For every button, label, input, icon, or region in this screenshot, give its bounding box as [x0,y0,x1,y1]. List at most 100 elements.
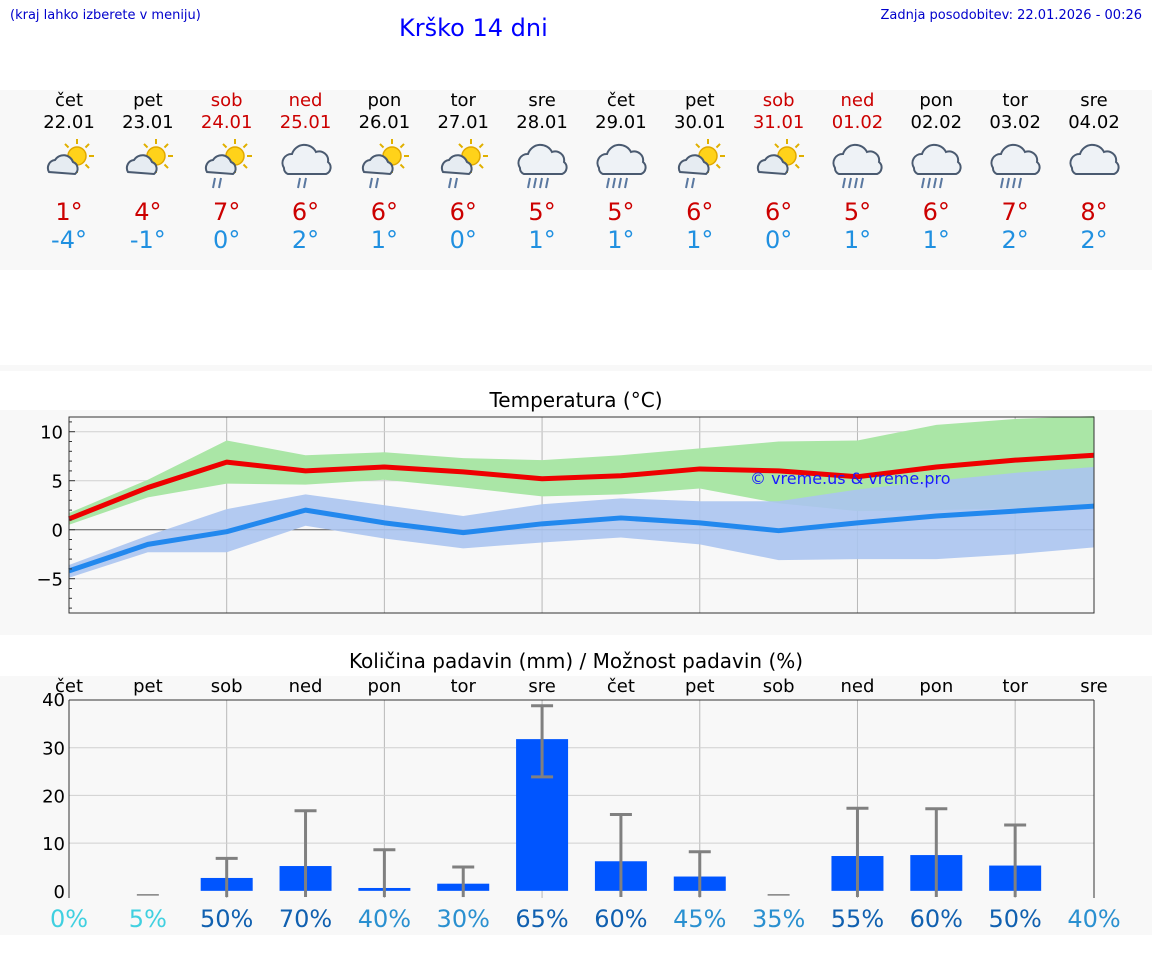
day-date: 01.02 [831,112,884,133]
min-temperature: -1° [129,226,166,254]
y-tick-label: 20 [42,786,65,807]
precip-chance-label: 70% [279,905,332,933]
cloud-icon [204,154,237,176]
precip-chance-label: 30% [437,905,490,933]
max-temperature-line [68,452,1095,522]
day-date: 03.02 [989,112,1041,133]
cloud-icon [281,143,332,175]
x-category-label: sob [211,676,243,697]
cloud-heavy-rain-icon [989,138,1041,194]
location-menu-hint: (kraj lahko izberete v meniju) [10,8,201,23]
day-name: pon [367,90,402,111]
x-category-label: pet [133,676,163,697]
partly-cloudy-icon [753,138,805,194]
cloud-icon [756,154,789,176]
min-temperature: 1° [528,226,556,254]
last-updated-timestamp: Zadnja posodobitev: 22.01.2026 - 00:26 [880,8,1142,23]
x-category-label: sob [763,676,795,697]
max-temperature: 5° [607,198,635,226]
y-tick-label: 40 [42,690,65,711]
max-temperature: 8° [1080,198,1108,226]
rain-icon [296,177,307,189]
day-date: 23.01 [122,112,174,133]
day-date: 24.01 [200,112,253,133]
precipitation-chart-title: Količina padavin (mm) / Možnost padavin … [348,649,804,673]
day-name: sre [528,90,556,111]
day-name: čet [54,90,84,111]
max-temperature: 6° [764,198,793,226]
day-name: pon [919,90,954,111]
x-category-label: tor [450,676,476,697]
precip-chance-label: 40% [358,905,411,933]
max-temperature: 6° [291,198,320,226]
day-date: 04.02 [1068,112,1120,133]
day-date: 22.01 [43,112,95,133]
cloud-icon [46,154,79,176]
x-category-label: sre [1080,676,1107,697]
x-category-label: pon [919,676,953,697]
min-temperature: 1° [686,226,714,254]
precipitation-panel [0,676,1152,935]
cloud-icon [1069,143,1120,175]
min-temperature: 1° [370,226,399,254]
day-name: sre [1080,90,1108,111]
cloud-heavy-rain-icon [516,138,568,194]
max-temperature: 7° [1001,198,1029,226]
day-date: 28.01 [516,112,568,133]
y-tick-label: 10 [42,834,65,855]
day-date: 26.01 [358,112,411,133]
x-category-label: pet [685,676,715,697]
y-tick-label: 10 [40,423,63,444]
precip-chance-label: 45% [673,905,726,933]
rain-icon [211,177,222,189]
cloud-heavy-rain-icon [595,138,647,194]
min-temperature-line [68,503,1095,574]
min-temperature: 0° [764,226,793,254]
y-tick-label: 5 [52,472,63,493]
rain-icon [527,177,550,189]
day-date: 29.01 [595,112,647,133]
min-temperature: 2° [1080,226,1108,254]
min-temperature: 2° [291,226,320,254]
cloud-icon [362,154,394,176]
cloud-heavy-rain-icon [831,138,884,194]
day-name: sob [210,90,243,111]
page-title: Krško 14 dni [399,14,548,42]
cloud-icon [125,154,158,176]
max-temperature: 6° [922,198,950,226]
min-temperature: 0° [449,226,477,254]
rain-icon [448,177,459,189]
plot-frame [68,416,1095,614]
separator [0,365,1152,371]
y-tick-label: 30 [42,739,65,760]
precip-chance-label: 60% [910,905,963,933]
min-temperature: 0° [213,226,241,254]
x-category-label: tor [1002,676,1028,697]
day-name: čet [606,90,635,111]
y-tick-label: 0 [52,521,63,542]
cloud-icon [596,143,647,175]
sun-cloud-rain-icon [674,138,726,194]
x-category-label: sre [528,676,555,697]
precip-chance-label: 50% [988,905,1041,933]
max-temperature: 6° [686,198,714,226]
day-name: tor [1002,90,1028,111]
max-temperature: 5° [843,198,872,226]
day-name: pet [133,90,163,111]
daily-forecast-strip: čet 22.01 1° -4° pet 23.01 4° -1° sob 24.01 7° 0° ne… [0,90,1152,270]
rain-icon [605,177,628,189]
x-category-label: ned [841,676,875,697]
max-temperature: 6° [449,198,477,226]
precip-chance-label: 55% [831,905,884,933]
day-name: ned [288,90,323,111]
day-date: 31.01 [752,112,805,133]
x-category-label: pon [367,676,401,697]
precip-chance-label: 35% [752,905,805,933]
day-date: 02.02 [910,112,963,133]
rain-icon [369,177,380,189]
y-tick-label: 0 [54,882,65,903]
precip-chance-label: 5% [129,905,167,933]
temperature-chart: © vreme.us & vreme.pro 10 5 0 −5 [36,416,1095,614]
day-name: tor [450,90,476,111]
min-temperature: 1° [843,226,872,254]
